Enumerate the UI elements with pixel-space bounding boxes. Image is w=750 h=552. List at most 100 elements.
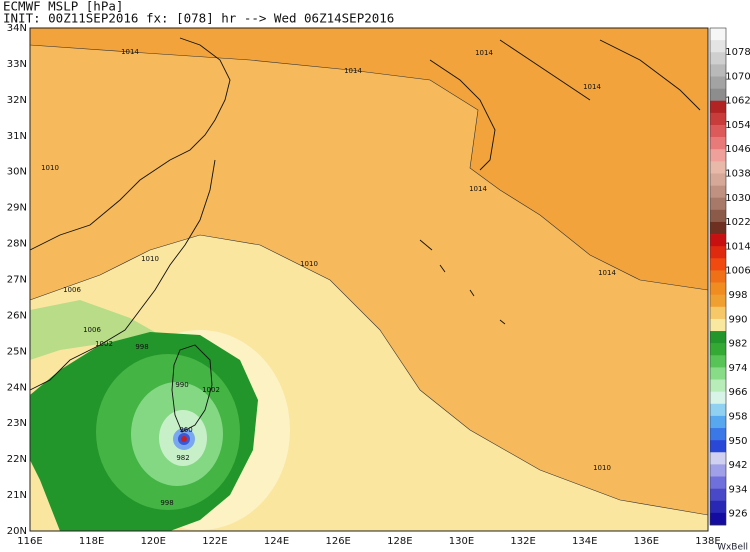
colorbar-cell <box>710 403 726 417</box>
colorbar-cell <box>710 52 726 65</box>
lon-label: 134E <box>572 536 597 547</box>
colorbar-cell <box>710 64 726 77</box>
isobar <box>29 234 709 516</box>
contour-label: 1014 <box>475 49 493 57</box>
contour-label: 1006 <box>63 286 81 294</box>
lon-label: 130E <box>449 536 474 547</box>
colorbar-label: 1078 <box>725 47 750 58</box>
coastline <box>429 39 701 171</box>
contour-label: 1002 <box>202 386 220 394</box>
colorbar-label: 950 <box>728 436 747 447</box>
colorbar-label: 942 <box>728 460 747 471</box>
colorbar-cell <box>710 488 726 502</box>
lat-label: 32N <box>7 95 27 106</box>
colorbar-cell <box>710 464 726 477</box>
colorbar-cell <box>710 221 726 235</box>
colorbar-label: 974 <box>728 363 747 374</box>
colorbar-label: 958 <box>728 412 747 423</box>
lat-label: 29N <box>7 203 27 214</box>
lat-label: 24N <box>7 382 27 393</box>
lat-label: 33N <box>7 59 27 70</box>
colorbar-cell <box>710 258 726 271</box>
colorbar-frame <box>709 27 727 526</box>
colorbar-label: 926 <box>728 509 747 520</box>
colorbar-cell <box>710 100 726 114</box>
lat-label: 30N <box>7 167 27 178</box>
colorbar-cell <box>710 161 726 174</box>
map-frame <box>29 27 709 532</box>
isobar <box>29 44 709 291</box>
lat-label: 26N <box>7 310 27 321</box>
colorbar-cell <box>710 282 726 295</box>
colorbar-cell <box>710 197 726 211</box>
map <box>29 27 709 532</box>
colorbar-cell <box>710 452 726 465</box>
colorbar-cell <box>710 355 726 368</box>
colorbar-cell <box>710 294 726 308</box>
colorbar-cell <box>710 28 726 41</box>
colorbar-cell <box>710 173 726 186</box>
lat-label: 34N <box>7 23 27 34</box>
colorbar-cell <box>710 415 726 429</box>
colorbar-cell <box>710 185 726 199</box>
contour-label: 990 <box>175 381 188 389</box>
colorbar-cell <box>710 512 726 526</box>
colorbar-cell <box>710 112 726 126</box>
contour-label: 1010 <box>300 260 318 268</box>
lon-label: 136E <box>634 536 659 547</box>
coastline <box>29 37 231 391</box>
colorbar-cell <box>710 234 726 247</box>
contour-label: 1014 <box>598 269 616 277</box>
lat-label: 20N <box>7 526 27 537</box>
colorbar-cell <box>710 76 726 89</box>
colorbar-cell <box>710 137 726 150</box>
lat-label: 23N <box>7 418 27 429</box>
title: ECMWF MSLP [hPa] <box>3 0 123 14</box>
lon-label: 132E <box>510 536 535 547</box>
storm-core <box>181 436 187 442</box>
contour-label: 982 <box>176 454 189 462</box>
lon-label: 120E <box>141 536 166 547</box>
lon-label: 116E <box>17 536 42 547</box>
colorbar-label: 934 <box>728 484 747 495</box>
colorbar-label: 1030 <box>725 193 750 204</box>
colorbar-cell <box>710 500 726 514</box>
lon-label: 138E <box>695 536 720 547</box>
field-1002 <box>30 300 160 360</box>
colorbar-label: 1070 <box>725 71 750 82</box>
colorbar-label: 1006 <box>725 266 750 277</box>
colorbar-label: 1054 <box>725 120 750 131</box>
colorbar-cell <box>710 367 726 380</box>
contour-label: 1010 <box>141 255 159 263</box>
lon-label: 128E <box>387 536 412 547</box>
colorbar-label: 1062 <box>725 96 750 107</box>
colorbar-label: 1038 <box>725 169 750 180</box>
contour-label: 1014 <box>121 48 139 56</box>
lon-label: 118E <box>79 536 104 547</box>
colorbar-cell <box>710 246 726 259</box>
colorbar-cell <box>710 379 726 392</box>
colorbar-cell <box>710 40 726 53</box>
colorbar-label: 998 <box>728 290 747 301</box>
colorbar-cell <box>710 428 726 441</box>
coastline <box>171 344 213 433</box>
contour-label: 1010 <box>41 164 59 172</box>
credit: WxBell <box>717 543 748 552</box>
lat-label: 31N <box>7 131 27 142</box>
lon-label: 126E <box>325 536 350 547</box>
lon-label: 122E <box>202 536 227 547</box>
colorbar-label: 1014 <box>725 241 750 252</box>
contour-label: 998 <box>135 343 148 351</box>
colorbar-cell <box>710 343 726 356</box>
contour-label: 1006 <box>83 326 101 334</box>
colorbar-cell <box>710 306 726 320</box>
contour-label: 1014 <box>583 83 601 91</box>
colorbar-label: 1046 <box>725 144 750 155</box>
lat-label: 27N <box>7 275 27 286</box>
colorbar-cell <box>710 270 726 283</box>
colorbar-label: 966 <box>728 387 747 398</box>
colorbar-label: 990 <box>728 314 747 325</box>
contour-label: 1002 <box>95 340 113 348</box>
lat-label: 21N <box>7 490 27 501</box>
